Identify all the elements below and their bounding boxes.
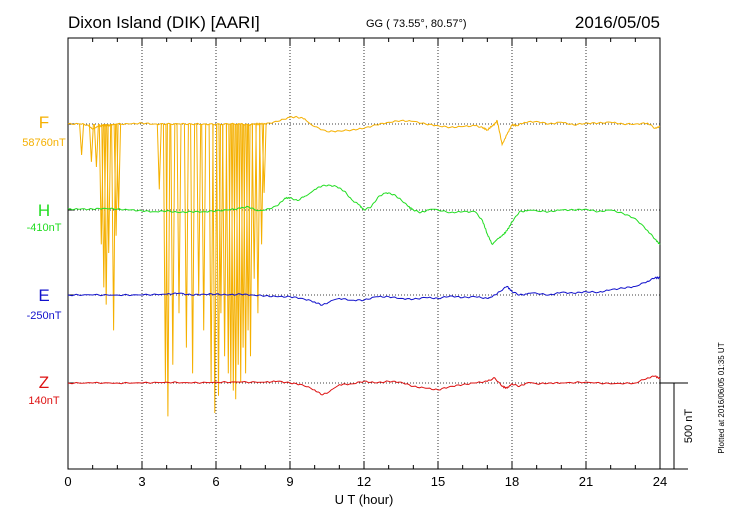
x-tick-label: 12 [357,474,371,489]
series-spike-f [201,123,207,331]
x-tick-label: 9 [286,474,293,489]
series-spike-f [165,123,171,417]
series-name-label: H [38,201,50,220]
x-tick-label: 21 [579,474,593,489]
x-tick-label: 3 [138,474,145,489]
series-baseline-label: -410nT [27,222,62,234]
scale-bar-label: 500 nT [683,409,695,444]
series-spike-f [176,123,182,314]
series-labels: F 58760nT H -410nT E -250nT Z 140nT [22,113,66,407]
series-spike-f [218,123,224,314]
series-spike-f [106,123,112,254]
series-spike-f [88,123,94,162]
x-tick-label: 0 [64,474,71,489]
series-spike-f [190,123,196,374]
series-spike-f [261,123,267,193]
grid-lines [68,38,660,469]
series-line-z [67,375,661,396]
series-spike-f [170,123,176,365]
series-spike-f [251,123,257,279]
series-baseline-label: 140nT [28,395,59,407]
date-label: 2016/05/05 [575,13,660,32]
series-name-label: E [38,286,49,305]
series-spike-f [93,123,99,168]
series-spike-f [248,123,253,357]
x-tick-label: 15 [431,474,445,489]
geographic-coordinates: GG ( 73.55°, 80.57°) [366,18,467,30]
series-spike-f [208,123,214,383]
x-tick-label: 24 [653,474,667,489]
series-spike-f [79,123,85,156]
x-tick-label: 6 [212,474,219,489]
series-line-e [67,276,661,306]
series-line-f [67,115,661,147]
series-traces [67,115,661,417]
series-spike-f [196,123,202,297]
series-name-label: F [39,113,49,132]
series-line-h [67,184,661,246]
series-baseline-label: -250nT [27,310,62,322]
series-name-label: Z [39,373,49,392]
series-spike-f [156,123,162,190]
x-axis-ticks: 0 3 6 9 12 15 18 21 24 [64,38,667,489]
x-axis-label: U T (hour) [335,492,394,507]
series-spike-f [183,123,189,348]
series-spike-f [222,123,228,357]
series-spike-f [212,123,218,414]
series-baseline-label: 58760nT [22,137,66,149]
plotted-at-note: Plotted at 2016/06/05 01:35 UT [717,342,726,453]
x-tick-label: 18 [505,474,519,489]
series-spike-f [255,123,261,314]
station-title: Dixon Island (DIK) [AARI] [68,13,260,32]
series-spike-f [116,123,122,211]
